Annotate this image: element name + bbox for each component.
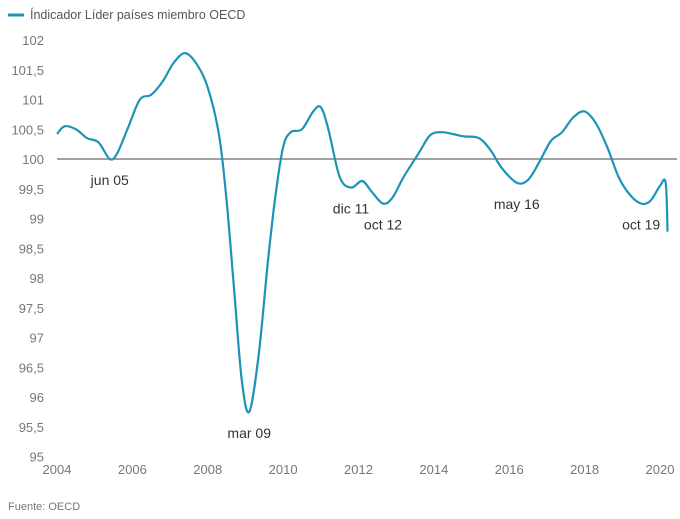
legend: Índicador Líder países miembro OECD [8, 7, 245, 22]
x-tick-label: 2016 [495, 462, 524, 477]
source-note: Fuente: OECD [8, 501, 80, 513]
y-tick-label: 96 [30, 390, 44, 405]
y-tick-label: 96,5 [19, 360, 44, 375]
x-tick-label: 2008 [193, 462, 222, 477]
y-tick-label: 101,5 [11, 63, 44, 78]
y-tick-label: 99 [30, 212, 44, 227]
y-tick-label: 98,5 [19, 241, 44, 256]
x-tick-label: 2010 [269, 462, 298, 477]
annotation-label: oct 19 [622, 217, 660, 233]
x-tick-label: 2012 [344, 462, 373, 477]
series-line [56, 51, 669, 414]
y-tick-label: 102 [22, 33, 44, 48]
y-tick-label: 98 [30, 271, 44, 286]
y-tick-label: 99,5 [19, 182, 44, 197]
annotation-label: mar 09 [227, 425, 271, 441]
y-tick-label: 97,5 [19, 301, 44, 316]
x-tick-label: 2014 [419, 462, 448, 477]
y-tick-label: 100 [22, 152, 44, 167]
x-tick-label: 2004 [43, 462, 72, 477]
y-tick-label: 97 [30, 331, 44, 346]
y-tick-label: 100,5 [11, 122, 44, 137]
y-tick-label: 101 [22, 93, 44, 108]
annotation-label: may 16 [494, 196, 540, 212]
x-tick-label: 2018 [570, 462, 599, 477]
x-tick-label: 2006 [118, 462, 147, 477]
y-tick-label: 95 [30, 450, 44, 465]
annotation-label: jun 05 [90, 172, 129, 188]
x-tick-label: 2020 [646, 462, 675, 477]
y-tick-label: 95,5 [19, 420, 44, 435]
annotation-label: dic 11 [333, 201, 370, 217]
annotation-label: oct 12 [364, 217, 402, 233]
legend-label: Índicador Líder países miembro OECD [30, 7, 245, 22]
